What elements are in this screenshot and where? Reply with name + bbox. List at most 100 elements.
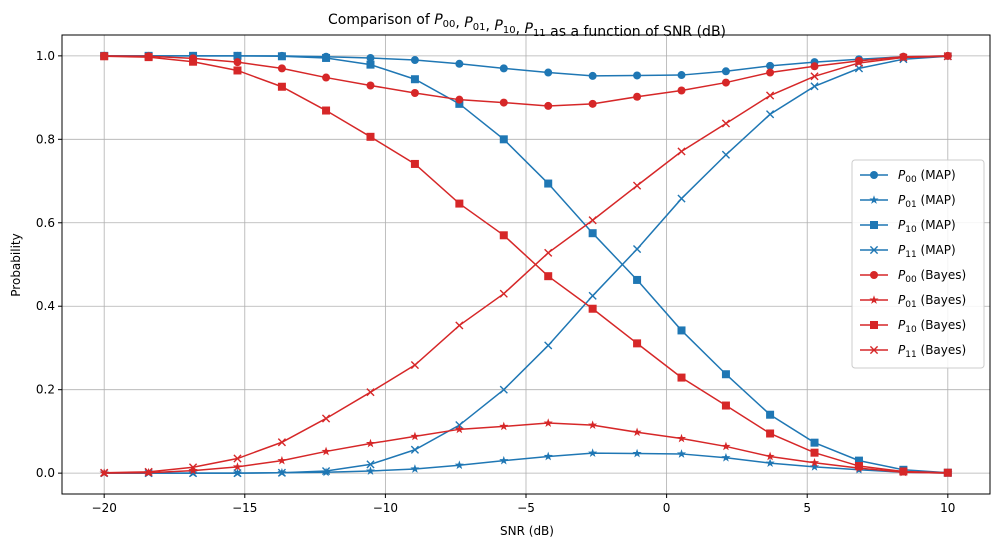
data-point <box>277 468 287 477</box>
legend-label: P11 (Bayes) <box>898 343 966 360</box>
data-point <box>366 460 375 469</box>
legend-item: P11 (Bayes) <box>860 343 966 360</box>
legend-symbol: P <box>898 318 906 332</box>
legend-suffix: (MAP) <box>917 168 956 182</box>
y-tick-label: 1.0 <box>36 49 55 63</box>
data-point <box>499 98 508 107</box>
legend-suffix: (MAP) <box>917 193 956 207</box>
data-point <box>410 75 419 84</box>
data-point <box>499 385 508 394</box>
y-tick-label: 0.2 <box>36 383 55 397</box>
data-point <box>588 420 598 430</box>
data-point <box>455 199 464 208</box>
x-tick-label: 0 <box>663 501 671 515</box>
data-point <box>765 458 775 468</box>
series-line <box>104 55 948 474</box>
legend-symbol: P <box>898 193 906 207</box>
data-point <box>633 339 642 348</box>
data-point <box>765 110 775 119</box>
data-point <box>588 216 597 225</box>
legend-subscript: 00 <box>905 175 917 185</box>
legend-subscript: 11 <box>905 250 916 260</box>
legend-symbol: P <box>898 268 906 282</box>
data-point <box>633 275 642 284</box>
legend-symbol: P <box>898 243 906 257</box>
data-point <box>410 431 420 441</box>
data-point <box>632 244 642 254</box>
data-point <box>677 147 686 156</box>
legend-subscript: 11 <box>905 350 916 360</box>
data-point <box>632 448 642 458</box>
title-part: , <box>516 21 525 37</box>
x-tick-label: 5 <box>803 501 811 515</box>
data-point <box>943 468 952 477</box>
legend-label: P01 (Bayes) <box>898 293 966 310</box>
data-point <box>810 82 819 91</box>
data-point <box>232 462 243 471</box>
data-point <box>810 448 819 457</box>
data-point <box>854 456 863 465</box>
data-point <box>322 73 331 82</box>
legend-label: P00 (Bayes) <box>898 268 966 285</box>
data-point <box>410 464 420 473</box>
legend-marker <box>869 245 879 255</box>
legend-symbol: P <box>898 293 906 307</box>
title-part: P <box>524 21 533 37</box>
data-point <box>677 194 686 203</box>
legend-item: P10 (Bayes) <box>860 318 966 335</box>
data-point <box>321 414 331 423</box>
legend-suffix: (Bayes) <box>917 343 967 357</box>
data-point <box>499 289 508 298</box>
data-point <box>455 99 464 108</box>
legend-subscript: 10 <box>905 325 917 335</box>
legend-marker <box>869 345 879 355</box>
series-11map <box>100 52 952 478</box>
data-point <box>499 421 509 431</box>
data-point <box>544 248 553 257</box>
data-point <box>499 455 509 465</box>
data-point <box>233 469 242 478</box>
data-point <box>899 467 908 476</box>
data-point <box>454 460 464 470</box>
y-tick-label: 0.4 <box>36 299 55 313</box>
data-point <box>277 64 286 73</box>
data-point <box>632 427 642 437</box>
data-point <box>322 53 331 62</box>
data-point <box>677 326 686 335</box>
legend-suffix: (MAP) <box>917 243 956 257</box>
legend-item: P11 (MAP) <box>860 243 956 260</box>
data-point <box>810 72 819 81</box>
data-point <box>809 457 820 467</box>
title-part: P <box>464 15 473 31</box>
data-point <box>633 71 642 80</box>
legend-subscript: 01 <box>905 200 916 210</box>
legend-symbol: P <box>898 343 906 357</box>
data-point <box>543 418 553 427</box>
legend-item: P10 (MAP) <box>860 218 956 235</box>
data-point <box>322 106 331 115</box>
data-point <box>721 78 730 87</box>
data-point <box>410 159 419 168</box>
data-point <box>454 424 464 434</box>
data-point <box>365 438 376 448</box>
data-point <box>277 82 286 91</box>
legend-suffix: (Bayes) <box>917 293 967 307</box>
data-point <box>233 66 242 75</box>
data-point <box>766 68 775 77</box>
data-point <box>765 91 775 100</box>
data-point <box>365 466 376 475</box>
data-point <box>366 60 375 69</box>
title-part: Comparison of <box>328 12 434 28</box>
data-point <box>366 132 375 141</box>
data-point <box>588 99 597 108</box>
legend-symbol: P <box>898 168 906 182</box>
data-point <box>588 71 597 80</box>
data-point <box>410 360 420 370</box>
series-line <box>104 55 948 474</box>
title-part: 00 <box>443 19 456 30</box>
legend-marker <box>870 321 878 329</box>
x-axis-label: SNR (dB) <box>500 524 554 538</box>
data-point <box>233 58 242 67</box>
data-point <box>588 229 597 238</box>
